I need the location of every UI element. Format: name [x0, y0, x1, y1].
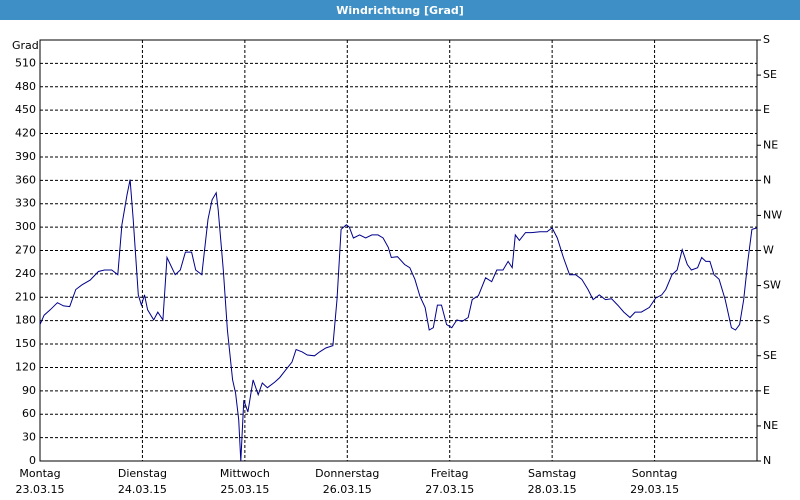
x-tick-label: Mittwoch	[220, 467, 270, 480]
y-tick-label: 30	[22, 431, 36, 444]
y2-tick-label: NE	[763, 419, 778, 432]
y2-tick-label: W	[763, 244, 774, 257]
x-tick-label: Montag	[19, 467, 60, 480]
y-tick-label: 90	[22, 384, 36, 397]
y2-tick-label: N	[763, 454, 771, 467]
x-tick-label: Sonntag	[632, 467, 678, 480]
y-tick-label: 240	[15, 267, 36, 280]
x-tick-date: 27.03.15	[425, 483, 474, 496]
y-tick-label: 510	[15, 56, 36, 69]
y-tick-label: 390	[15, 150, 36, 163]
y-tick-label: 0	[29, 454, 36, 467]
y2-tick-label: NE	[763, 138, 778, 151]
y-tick-label: 300	[15, 220, 36, 233]
y-tick-label: 60	[22, 407, 36, 420]
y-tick-label: 330	[15, 197, 36, 210]
y2-tick-label: SE	[763, 68, 777, 81]
y2-tick-label: S	[763, 33, 770, 46]
y-axis-label: Grad	[12, 39, 39, 52]
x-tick-date: 23.03.15	[16, 483, 65, 496]
x-tick-label: Dienstag	[118, 467, 167, 480]
y-tick-label: 150	[15, 337, 36, 350]
x-tick-date: 26.03.15	[323, 483, 372, 496]
chart-title: Windrichtung [Grad]	[336, 4, 464, 17]
x-tick-date: 24.03.15	[118, 483, 167, 496]
y2-tick-label: N	[763, 173, 771, 186]
y2-tick-label: NW	[763, 208, 782, 221]
y2-tick-label: SE	[763, 349, 777, 362]
x-tick-label: Donnerstag	[315, 467, 379, 480]
x-tick-label: Freitag	[431, 467, 469, 480]
x-tick-date: 29.03.15	[630, 483, 679, 496]
x-tick-date: 28.03.15	[528, 483, 577, 496]
y-tick-label: 360	[15, 173, 36, 186]
x-tick-label: Samstag	[528, 467, 576, 480]
x-tick-date: 25.03.15	[220, 483, 269, 496]
y2-tick-label: E	[763, 103, 770, 116]
y-tick-label: 120	[15, 360, 36, 373]
data-line	[39, 179, 758, 462]
y-tick-label: 420	[15, 127, 36, 140]
y2-tick-label: SW	[763, 279, 781, 292]
y-tick-label: 270	[15, 244, 36, 257]
y2-tick-label: E	[763, 384, 770, 397]
y-tick-label: 180	[15, 314, 36, 327]
title-bar	[0, 0, 800, 20]
y2-tick-label: S	[763, 314, 770, 327]
y-tick-label: 210	[15, 290, 36, 303]
y-tick-label: 450	[15, 103, 36, 116]
y-tick-label: 480	[15, 80, 36, 93]
